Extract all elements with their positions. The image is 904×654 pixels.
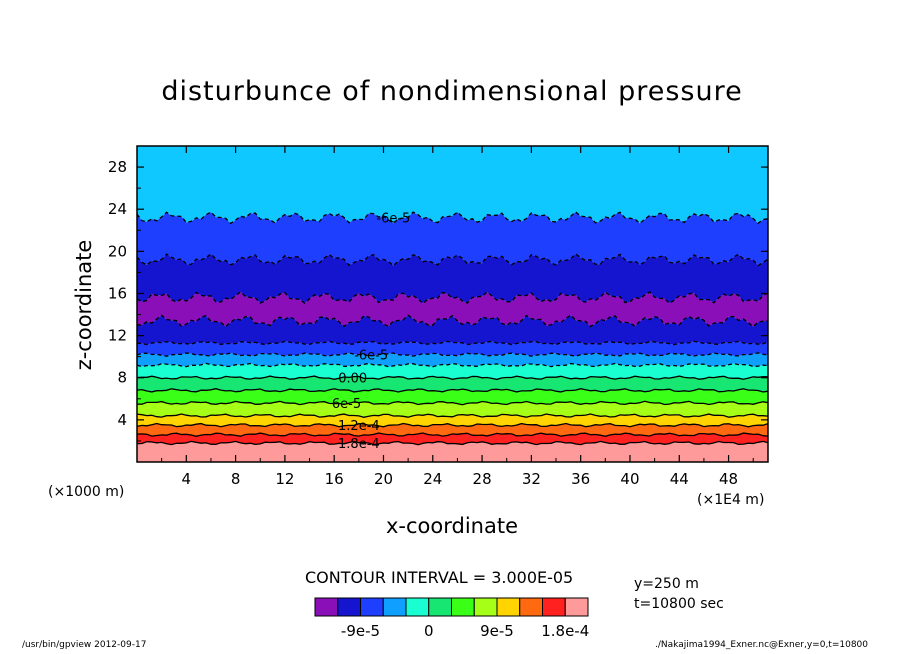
chart-title: disturbunce of nondimensional pressure bbox=[161, 76, 743, 107]
contour-line-13 bbox=[136, 253, 769, 267]
colorbar-swatch bbox=[542, 597, 566, 617]
colorbar-swatch bbox=[451, 597, 475, 617]
colorbar-swatch bbox=[496, 597, 521, 617]
contour-label-3: 6e-5 bbox=[332, 397, 361, 412]
colorbar-tick-label: 9e-5 bbox=[480, 622, 514, 640]
y-axis-ticks: 4 8 12 16 20 24 28 bbox=[108, 158, 768, 442]
contour-line-2 bbox=[136, 432, 769, 437]
x-tick-label: 28 bbox=[473, 470, 492, 488]
colorbar-swatch bbox=[428, 597, 452, 617]
contour-line-5 bbox=[136, 400, 769, 406]
colorbar: -9e-5 0 9e-5 1.8e-4 bbox=[314, 597, 589, 640]
contour-band-0 bbox=[137, 441, 768, 462]
x-tick-label: 44 bbox=[670, 470, 689, 488]
colorbar-swatch bbox=[473, 597, 498, 617]
y-tick-label: 28 bbox=[108, 158, 127, 176]
y-tick-label: 16 bbox=[108, 284, 127, 302]
colorbar-swatch bbox=[564, 597, 589, 617]
contour-line-8 bbox=[136, 362, 769, 368]
slice-t-label: t=10800 sec bbox=[634, 596, 724, 612]
y-tick-label: 20 bbox=[108, 242, 127, 260]
x-scale-label: (×1E4 m) bbox=[697, 492, 765, 508]
contour-band-6 bbox=[137, 376, 768, 392]
contour-band-13 bbox=[137, 212, 768, 266]
contour-line-10 bbox=[136, 340, 769, 346]
x-tick-label: 16 bbox=[325, 470, 344, 488]
contour-band-14 bbox=[137, 146, 768, 224]
colorbar-tick-label: 0 bbox=[424, 622, 434, 640]
contour-band-8 bbox=[137, 352, 768, 367]
y-tick-label: 24 bbox=[108, 200, 127, 218]
contour-line-6 bbox=[136, 388, 769, 393]
y-tick-label: 8 bbox=[117, 369, 127, 387]
x-unit-label: (×1000 m) bbox=[48, 484, 125, 500]
footer-source: ./Nakajima1994_Exner.nc@Exner,y=0,t=1080… bbox=[655, 640, 869, 650]
contour-line-11 bbox=[136, 314, 769, 328]
contour-lines bbox=[136, 211, 769, 446]
slice-y-label: y=250 m bbox=[634, 576, 699, 592]
x-tick-label: 32 bbox=[522, 470, 541, 488]
colorbar-swatch bbox=[337, 597, 361, 617]
x-tick-label: 36 bbox=[571, 470, 590, 488]
footer-command: /usr/bin/gpview 2012-09-17 bbox=[22, 640, 147, 650]
colorbar-swatch bbox=[405, 597, 430, 617]
contour-band-10 bbox=[137, 315, 768, 345]
contour-band-7 bbox=[137, 363, 768, 380]
x-tick-label: 48 bbox=[719, 470, 738, 488]
contour-line-14 bbox=[136, 211, 769, 225]
plot-frame bbox=[136, 145, 769, 463]
colorbar-tick-label: 1.8e-4 bbox=[541, 622, 589, 640]
x-tick-label: 4 bbox=[182, 470, 192, 488]
contour-band-12 bbox=[137, 253, 768, 304]
x-axis-label: x-coordinate bbox=[385, 514, 519, 538]
contour-line-3 bbox=[136, 422, 769, 428]
x-tick-label: 20 bbox=[374, 470, 393, 488]
contour-label-1: -6e-5 bbox=[354, 349, 388, 364]
contour-line-9 bbox=[136, 352, 769, 357]
contour-line-4 bbox=[136, 413, 769, 418]
x-axis-ticks: 4 8 12 16 20 24 28 32 36 40 44 48 bbox=[161, 146, 754, 488]
x-tick-label: 24 bbox=[423, 470, 442, 488]
contour-label-2: 0.00 bbox=[338, 372, 367, 387]
colorbar-swatch bbox=[360, 597, 384, 617]
y-tick-label: 4 bbox=[117, 411, 127, 429]
contour-line-7 bbox=[136, 375, 769, 381]
colorbar-tick-label: -9e-5 bbox=[341, 622, 380, 640]
contour-labels: -6e-5 -6e-5 0.00 6e-5 1.2e-4 1.8e-4 bbox=[332, 212, 410, 452]
contour-label-0: -6e-5 bbox=[376, 212, 410, 227]
x-tick-label: 12 bbox=[275, 470, 294, 488]
y-tick-label: 12 bbox=[108, 327, 127, 345]
y-axis-label: z-coordinate bbox=[72, 239, 96, 371]
contour-band-9 bbox=[137, 341, 768, 357]
x-tick-label: 8 bbox=[231, 470, 241, 488]
colorbar-swatch bbox=[519, 597, 543, 617]
contour-label-4: 1.2e-4 bbox=[338, 419, 380, 434]
contour-interval-label: CONTOUR INTERVAL = 3.000E-05 bbox=[305, 568, 574, 587]
contour-line-1 bbox=[136, 440, 769, 446]
contour-line-12 bbox=[136, 291, 769, 305]
colorbar-swatch bbox=[382, 597, 407, 617]
contour-band-11 bbox=[137, 291, 768, 327]
contour-band-1 bbox=[137, 433, 768, 445]
contour-label-5: 1.8e-4 bbox=[338, 437, 380, 452]
colorbar-swatch bbox=[314, 597, 339, 617]
x-tick-label: 40 bbox=[620, 470, 639, 488]
contour-bands bbox=[137, 146, 768, 462]
contour-band-4 bbox=[137, 401, 768, 418]
contour-band-5 bbox=[137, 388, 768, 405]
